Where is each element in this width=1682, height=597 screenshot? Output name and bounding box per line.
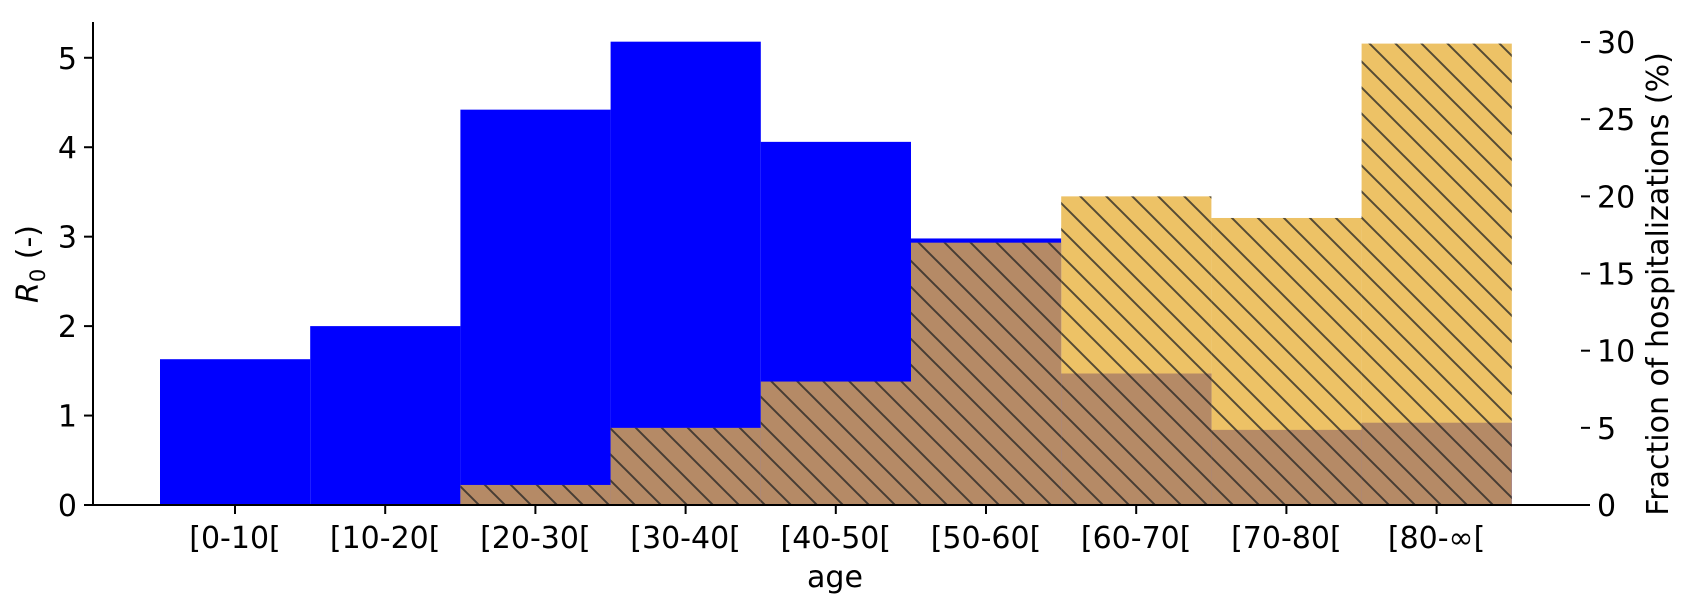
- left-y-tick-label: 0: [58, 489, 77, 524]
- x-tick-label: [50-60[: [931, 521, 1042, 556]
- x-tick-label: [80-∞[: [1388, 521, 1485, 556]
- right-y-tick-label: 0: [1597, 489, 1616, 524]
- hospitalization-bar-hatch: [1061, 196, 1212, 506]
- hospitalization-bar-hatch: [760, 381, 911, 505]
- hospitalization-bar-hatch: [1211, 217, 1362, 505]
- left-y-axis-subscript: 0: [26, 269, 50, 282]
- right-y-tick-label: 20: [1597, 180, 1635, 215]
- x-tick-label: [10-20[: [330, 521, 441, 556]
- right-y-tick-label: 10: [1597, 335, 1635, 370]
- left-y-axis-symbol: R: [11, 282, 46, 303]
- right-y-tick-label: 30: [1597, 26, 1635, 61]
- x-axis-title: age: [807, 560, 863, 595]
- right-y-tick-label: 15: [1597, 258, 1635, 293]
- r0-bar: [160, 359, 311, 505]
- right-y-axis-title: Fraction of hospitalizations (%): [1641, 52, 1676, 516]
- left-y-axis-title: R0 (-): [11, 225, 50, 303]
- hospitalization-bar-hatch: [460, 484, 611, 505]
- axes: [92, 22, 1581, 506]
- axis-labels: age R0 (-) Fraction of hospitalizations …: [11, 52, 1676, 595]
- hospitalization-bar-hatch: [911, 242, 1062, 505]
- left-y-tick-label: 1: [58, 400, 77, 435]
- hospitalization-bar-hatch: [1361, 43, 1512, 506]
- hospitalization-bar-hatch: [610, 427, 761, 505]
- left-y-tick-label: 5: [58, 42, 77, 77]
- left-y-tick-label: 2: [58, 310, 77, 345]
- r0-bar: [460, 109, 611, 506]
- x-tick-label: [20-30[: [480, 521, 591, 556]
- right-y-tick-label: 25: [1597, 103, 1635, 138]
- x-tick-label: [30-40[: [630, 521, 741, 556]
- ticks: 0 1 2 3 4 5 0 5 10 15 20 25 30 [0-10[ [10-20[ [20-30[ [3…: [58, 26, 1635, 556]
- right-y-tick-label: 5: [1597, 412, 1616, 447]
- x-tick-label: [40-50[: [781, 521, 892, 556]
- x-tick-label: [0-10[: [189, 521, 281, 556]
- left-y-tick-label: 3: [58, 221, 77, 256]
- x-tick-label: [70-80[: [1231, 521, 1342, 556]
- x-tick-label: [60-70[: [1081, 521, 1192, 556]
- left-y-tick-label: 4: [58, 131, 77, 166]
- left-y-axis-unit: (-): [11, 225, 46, 269]
- hospitalization-bars: [460, 43, 1512, 506]
- r0-bar: [610, 41, 761, 506]
- r0-bar: [310, 326, 461, 505]
